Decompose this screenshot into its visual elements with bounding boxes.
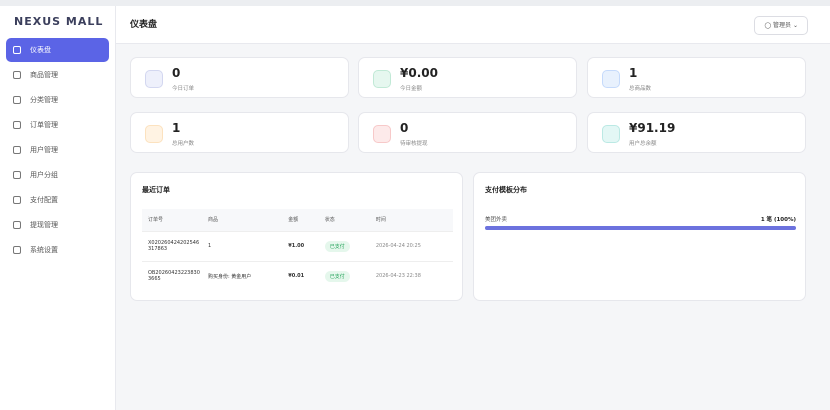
nav-icon <box>13 121 21 129</box>
stat-card: 1 总用户数 <box>130 112 349 153</box>
brand: NEXUS MALL <box>14 15 104 28</box>
cell: 已支付 <box>318 230 370 261</box>
cell: OB202604232238303665 <box>142 260 202 291</box>
stat-label: 今日订单 <box>172 86 195 92</box>
nav-item[interactable]: 分类管理 <box>6 88 109 112</box>
nav-icon <box>13 46 21 54</box>
stat-label: 总用户数 <box>172 141 195 147</box>
stat-icon <box>373 125 391 143</box>
stat-card: ¥0.00 今日金额 <box>358 57 577 98</box>
stat-value: 0 <box>400 121 409 135</box>
stat-icon <box>602 125 620 143</box>
stat-label: 用户总余额 <box>629 141 657 147</box>
stat-value: 0 <box>172 66 181 80</box>
nav-icon <box>13 246 21 254</box>
nav-label: 系统设置 <box>30 246 58 254</box>
nav-label: 仪表盘 <box>30 46 51 54</box>
order-row: OB202604232238303665 购买身份: 黄金用户 ¥0.01 已支付 20… <box>142 260 453 291</box>
panel-title: 支付模板分布 <box>485 186 527 194</box>
item-name: 美团外卖 <box>485 217 508 223</box>
nav-label: 分类管理 <box>30 96 58 104</box>
nav-icon <box>13 171 21 179</box>
nav-label: 支付配置 <box>30 196 58 204</box>
nav-label: 订单管理 <box>30 121 58 129</box>
nav-icon <box>13 96 21 104</box>
cell: ¥0.01 <box>282 260 319 291</box>
order-row: X020260424202546317863 1 ¥1.00 已支付 2026-04-2… <box>142 230 453 261</box>
stat-label: 今日金额 <box>400 86 423 92</box>
panel-title: 最近订单 <box>142 186 170 194</box>
nav-item[interactable]: 用户分组 <box>6 163 109 187</box>
nav-item[interactable]: 支付配置 <box>6 188 109 212</box>
stat-label: 总商品数 <box>629 86 652 92</box>
nav-item[interactable]: 商品管理 <box>6 63 109 87</box>
stat-icon <box>373 70 391 88</box>
sidebar: NEXUS MALL 仪表盘商品管理分类管理订单管理用户管理用户分组支付配置提现… <box>0 6 116 410</box>
column-header: 商品 <box>202 209 283 231</box>
nav-label: 用户管理 <box>30 146 58 154</box>
stat-value: ¥91.19 <box>629 121 676 135</box>
table-header: 订单号 商品 金额 状态 时间 <box>142 209 453 231</box>
user-menu[interactable]: ◯ 管理员 ⌄ <box>754 16 808 35</box>
recent-orders: 最近订单 订单号 商品 金额 状态 时间 X020260424202546317863 1 ¥… <box>130 172 463 301</box>
status-badge: 已支付 <box>324 240 350 252</box>
stat-icon <box>602 70 620 88</box>
cell: 购买身份: 黄金用户 <box>202 260 283 291</box>
nav-list: 仪表盘商品管理分类管理订单管理用户管理用户分组支付配置提现管理系统设置 <box>0 38 115 262</box>
user-name: 管理员 <box>773 22 792 29</box>
distribution-item: 美团外卖 1 笔 (100%) <box>485 215 796 235</box>
stat-card: ¥91.19 用户总余额 <box>587 112 806 153</box>
progress-fill <box>485 226 796 230</box>
nav-label: 用户分组 <box>30 171 58 179</box>
stat-value: ¥0.00 <box>400 66 438 80</box>
table-body: X020260424202546317863 1 ¥1.00 已支付 2026-04-2… <box>142 230 453 291</box>
stat-label: 待审核提现 <box>400 141 428 147</box>
status-badge: 已支付 <box>324 270 350 282</box>
cell: ¥1.00 <box>282 230 319 261</box>
stat-value: 1 <box>172 121 181 135</box>
nav-label: 提现管理 <box>30 221 58 229</box>
column-header: 订单号 <box>142 209 202 231</box>
orders-table: 订单号 商品 金额 状态 时间 X020260424202546317863 1 ¥1.00 已… <box>142 209 453 291</box>
nav-item[interactable]: 用户管理 <box>6 138 109 162</box>
page-title: 仪表盘 <box>130 20 158 30</box>
header: 仪表盘 ◯ 管理员 ⌄ <box>116 6 830 44</box>
cell: 2026-04-24 20:25 <box>369 230 453 261</box>
payment-distribution: 支付模板分布 美团外卖 1 笔 (100%) <box>473 172 806 301</box>
stat-card: 0 待审核提现 <box>358 112 577 153</box>
nav-item[interactable]: 仪表盘 <box>6 38 109 62</box>
cell: X020260424202546317863 <box>142 230 202 261</box>
nav-label: 商品管理 <box>30 71 58 79</box>
item-value: 1 笔 (100%) <box>760 217 796 223</box>
nav-item[interactable]: 订单管理 <box>6 113 109 137</box>
stat-icon <box>145 70 163 88</box>
stat-icon <box>145 125 163 143</box>
column-header: 状态 <box>318 209 370 231</box>
nav-icon <box>13 221 21 229</box>
progress-track <box>485 226 796 230</box>
stat-value: 1 <box>629 66 638 80</box>
nav-icon <box>13 196 21 204</box>
cell: 已支付 <box>318 260 370 291</box>
stat-card: 1 总商品数 <box>587 57 806 98</box>
column-header: 时间 <box>369 209 453 231</box>
browser-strip <box>0 0 830 6</box>
stat-card: 0 今日订单 <box>130 57 349 98</box>
column-header: 金额 <box>282 209 319 231</box>
cell: 1 <box>202 230 283 261</box>
nav-item[interactable]: 系统设置 <box>6 238 109 262</box>
nav-icon <box>13 71 21 79</box>
nav-icon <box>13 146 21 154</box>
cell: 2026-04-23 22:38 <box>369 260 453 291</box>
nav-item[interactable]: 提现管理 <box>6 213 109 237</box>
